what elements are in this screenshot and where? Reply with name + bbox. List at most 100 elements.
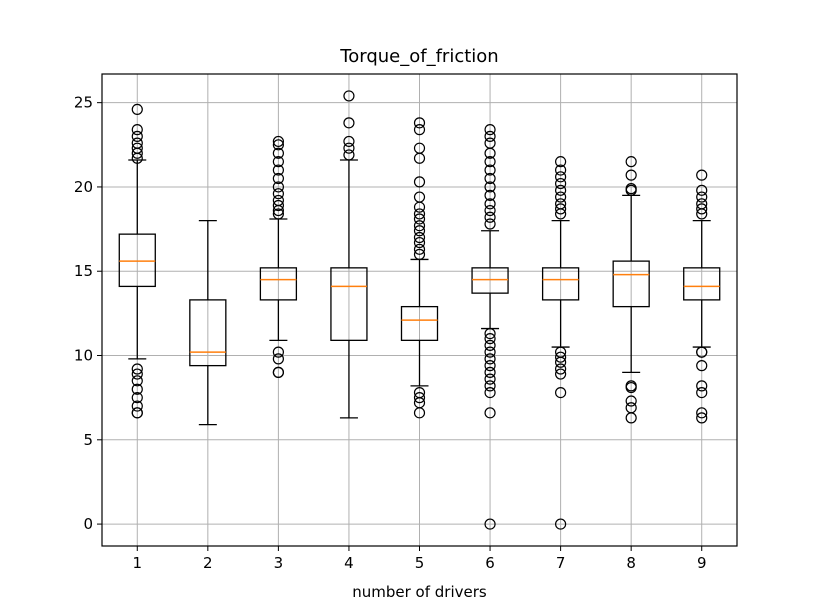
flier-point	[343, 117, 355, 129]
flier-point	[696, 169, 708, 181]
flier-point	[413, 152, 426, 164]
flier-point	[696, 360, 708, 372]
box	[118, 233, 156, 288]
flier-point	[696, 184, 708, 196]
flier-point	[272, 353, 284, 365]
flier-point	[272, 366, 284, 378]
box-group-4	[330, 90, 368, 419]
flier-point	[484, 333, 496, 345]
flier-point	[413, 208, 426, 220]
flier-point	[625, 381, 637, 394]
flier-point	[555, 356, 567, 368]
box	[189, 299, 227, 367]
flier-point	[272, 208, 284, 220]
flier-point	[272, 181, 284, 193]
x-tick-label: 7	[556, 554, 566, 572]
flier-point	[696, 346, 708, 358]
box	[541, 267, 580, 301]
flier-point	[555, 177, 567, 190]
box	[471, 267, 509, 294]
flier-point	[131, 383, 143, 395]
flier-point	[413, 231, 426, 244]
flier-point	[484, 328, 496, 340]
flier-point	[625, 156, 637, 168]
flier-point	[272, 147, 284, 159]
flier-point	[131, 124, 143, 136]
box	[259, 267, 298, 301]
flier-point	[343, 142, 355, 154]
box-group-1	[118, 103, 156, 419]
x-tick-label: 4	[344, 554, 354, 572]
box-group-3	[259, 135, 298, 378]
flier-point	[484, 407, 496, 419]
flier-point	[484, 346, 496, 358]
flier-point	[555, 203, 567, 215]
flier-point	[131, 400, 143, 412]
flier-point	[555, 164, 567, 176]
flier-point	[555, 351, 567, 363]
box-group-7	[541, 156, 580, 530]
flier-point	[272, 346, 284, 358]
flier-point	[555, 171, 567, 183]
flier-point	[413, 176, 426, 188]
flier-point	[625, 412, 637, 424]
flier-point	[272, 204, 284, 217]
flier-point	[413, 407, 426, 419]
flier-point	[555, 387, 567, 399]
box	[330, 267, 368, 341]
flier-point	[343, 149, 355, 161]
flier-point	[131, 152, 143, 164]
flier-point	[272, 199, 284, 212]
y-tick-label: 25	[74, 94, 93, 112]
x-tick-label: 6	[485, 554, 495, 572]
flier-point	[484, 518, 496, 530]
flier-point	[343, 135, 355, 148]
flier-point	[484, 360, 496, 372]
box-group-9	[683, 169, 721, 424]
flier-point	[413, 243, 426, 255]
flier-point	[272, 156, 284, 168]
flier-point	[625, 169, 637, 181]
flier-point	[696, 380, 708, 392]
flier-point	[484, 172, 496, 185]
flier-point	[484, 198, 496, 210]
x-tick-label: 9	[697, 554, 707, 572]
flier-point	[131, 407, 143, 419]
box-group-2	[189, 220, 227, 426]
flier-point	[131, 375, 143, 387]
flier-point	[413, 117, 426, 129]
flier-point	[484, 366, 496, 378]
flier-point	[131, 103, 143, 116]
flier-point	[413, 124, 426, 136]
flier-point	[625, 395, 637, 407]
flier-point	[555, 208, 567, 220]
flier-point	[484, 147, 496, 159]
box-group-5	[400, 117, 439, 419]
x-tick-label: 1	[133, 554, 143, 572]
chart-title: Torque_of_friction	[339, 46, 498, 67]
x-tick-label: 5	[415, 554, 425, 572]
flier-point	[696, 412, 708, 424]
flier-point	[484, 218, 496, 230]
flier-point	[413, 225, 426, 237]
flier-point	[131, 130, 143, 142]
flier-point	[272, 135, 284, 148]
flier-point	[555, 191, 567, 203]
flier-point	[484, 181, 496, 193]
flier-point	[131, 147, 143, 159]
flier-point	[413, 220, 426, 232]
flier-point	[272, 139, 284, 151]
flier-point	[272, 164, 284, 176]
box-group-8	[612, 156, 650, 424]
flier-point	[484, 130, 496, 142]
y-tick-label: 10	[74, 347, 93, 365]
flier-point	[696, 407, 708, 419]
flier-point	[555, 518, 567, 530]
flier-point	[413, 248, 426, 260]
flier-point	[484, 353, 496, 365]
flier-point	[413, 236, 426, 249]
flier-point	[131, 363, 143, 375]
box-group-6	[471, 124, 509, 530]
flier-point	[131, 392, 143, 404]
x-tick-label: 8	[626, 554, 636, 572]
